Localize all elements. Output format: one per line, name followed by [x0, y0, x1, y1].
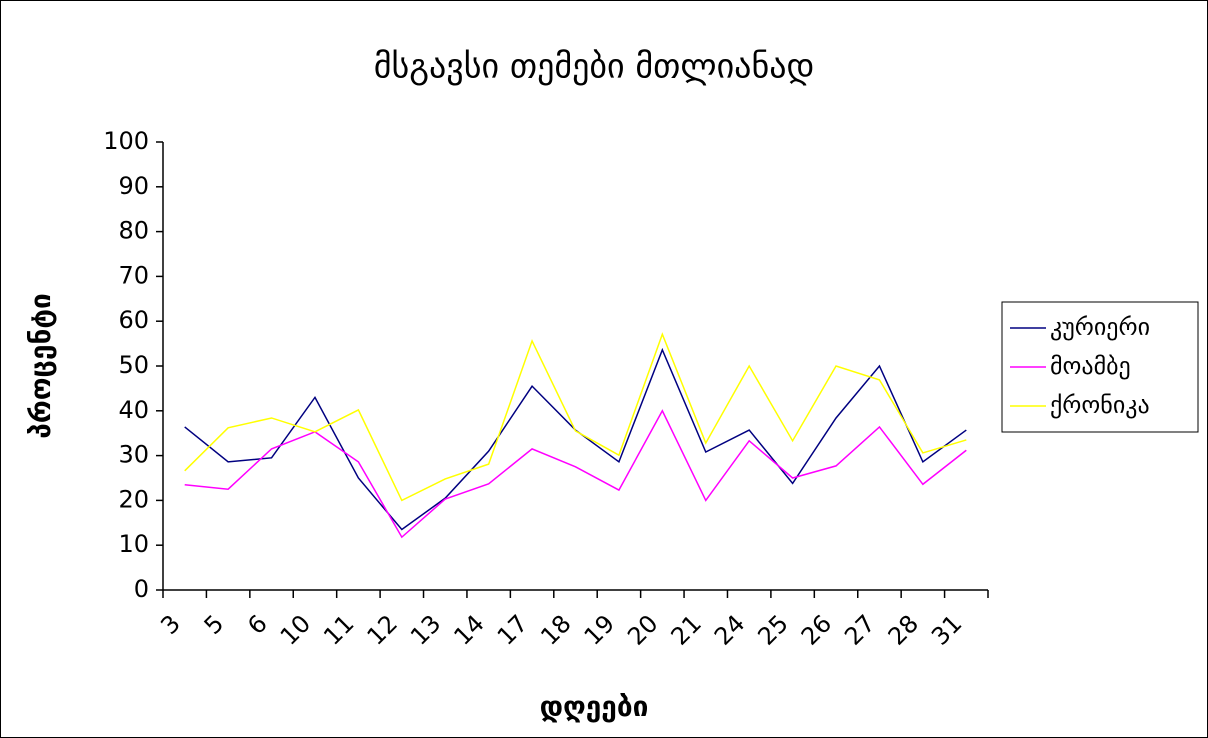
- y-tick-label: 90: [118, 172, 149, 200]
- y-tick-label: 50: [118, 351, 149, 379]
- y-tick-label: 40: [118, 396, 149, 424]
- y-tick-label: 70: [118, 261, 149, 289]
- y-tick-label: 100: [103, 127, 149, 155]
- x-axis-label: დღეები: [540, 690, 649, 723]
- y-tick-label: 0: [134, 575, 149, 603]
- y-tick-label: 60: [118, 306, 149, 334]
- y-tick-label: 10: [118, 530, 149, 558]
- legend-label: კურიერი: [1050, 313, 1150, 341]
- series-line: [184, 332, 967, 502]
- y-axis-label: პროცენტი: [24, 293, 57, 439]
- y-tick-label: 20: [118, 485, 149, 513]
- y-tick-label: 80: [118, 217, 149, 245]
- chart-title: მსგავსი თემები მთლიანად: [374, 47, 815, 87]
- legend-label: მოამბე: [1050, 352, 1131, 380]
- y-tick-label: 30: [118, 441, 149, 469]
- legend-label: ქრონიკა: [1050, 391, 1150, 419]
